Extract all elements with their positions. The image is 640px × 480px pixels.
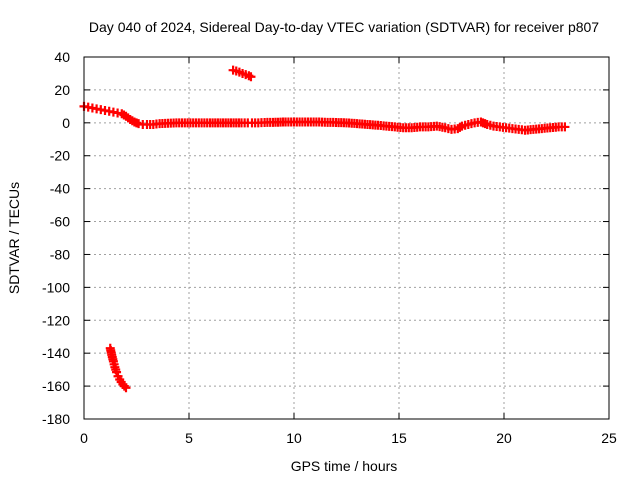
x-tick-label: 15 xyxy=(391,430,407,446)
data-point xyxy=(112,367,122,377)
y-tick-label: -140 xyxy=(42,345,70,361)
grid-layer xyxy=(84,57,609,419)
x-axis-label: GPS time / hours xyxy=(291,458,398,474)
data-point xyxy=(560,122,570,132)
series-2 xyxy=(105,343,131,393)
y-tick-label: 0 xyxy=(62,115,70,131)
data-point xyxy=(121,383,131,393)
y-tick-label: -180 xyxy=(42,411,70,427)
data-layer xyxy=(79,65,570,393)
x-tick-label: 5 xyxy=(185,430,193,446)
y-tick-label: 20 xyxy=(54,82,70,98)
y-axis-label: SDTVAR / TECUs xyxy=(6,182,22,294)
series-1 xyxy=(228,65,256,82)
x-tick-label: 0 xyxy=(80,430,88,446)
y-tick-label: -80 xyxy=(50,246,70,262)
x-tick-label: 25 xyxy=(601,430,617,446)
chart-title: Day 040 of 2024, Sidereal Day-to-day VTE… xyxy=(89,19,599,35)
x-tick-label: 10 xyxy=(286,430,302,446)
data-point xyxy=(246,72,256,82)
series-0 xyxy=(79,101,570,135)
y-tick-label: -120 xyxy=(42,312,70,328)
plot-frame xyxy=(83,56,610,420)
y-tick-label: -100 xyxy=(42,279,70,295)
y-tick-label: -20 xyxy=(50,148,70,164)
data-point xyxy=(119,381,129,391)
y-tick-label: -60 xyxy=(50,214,70,230)
y-tick-label: -40 xyxy=(50,181,70,197)
tick-layer: 0 5 10 15 20 25 40 20 0 -20 -40 -60 -80 -100 -120 -140 -… xyxy=(42,49,617,446)
y-tick-label: 40 xyxy=(54,49,70,65)
x-tick-label: 20 xyxy=(496,430,512,446)
y-tick-label: -160 xyxy=(42,378,70,394)
